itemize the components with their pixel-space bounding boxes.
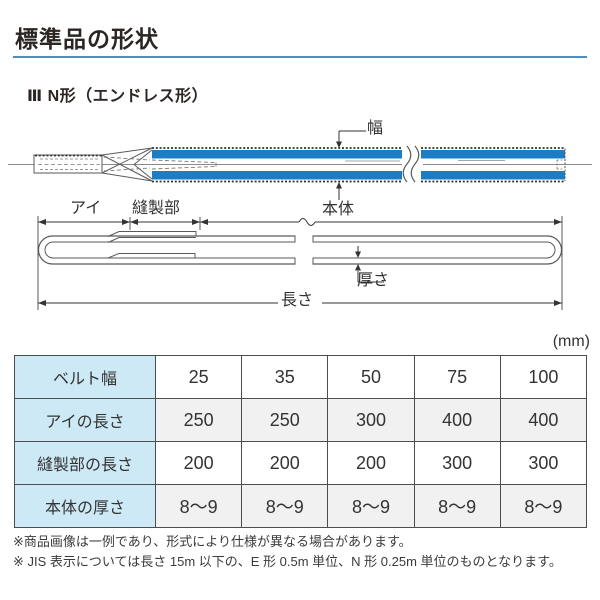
belt-side-view (37, 216, 563, 310)
table-row: 縫製部の長さ 200 200 200 300 300 (14, 441, 588, 485)
row-label-belt-width: ベルト幅 (14, 355, 156, 399)
row-label-eye-length: アイの長さ (14, 398, 156, 442)
break-symbol-top-view (402, 140, 423, 190)
table-unit-label: (mm) (552, 333, 590, 350)
eye-label: アイ (70, 200, 102, 217)
table-cell: 300 (499, 441, 588, 485)
table-cell: 200 (241, 441, 329, 485)
width-dimension (336, 130, 366, 200)
table-cell: 35 (241, 355, 329, 399)
table-row: 本体の厚さ 8～9 8～9 8～9 8～9 8～9 (14, 484, 588, 528)
table-cell: 300 (327, 398, 415, 442)
row-label-sewn-length: 縫製部の長さ (14, 441, 156, 485)
table-cell: 250 (241, 398, 329, 442)
table-cell: 50 (327, 355, 415, 399)
table-cell: 8～9 (327, 484, 415, 528)
footnote-product-image: ※商品画像は一例であり、形式により仕様が異なる場合があります。 (13, 534, 412, 549)
table-row: アイの長さ 250 250 300 400 400 (14, 398, 588, 442)
table-cell: 8～9 (413, 484, 501, 528)
table-cell: 8～9 (499, 484, 588, 528)
belt-top-view (8, 130, 592, 200)
table-cell: 25 (154, 355, 243, 399)
table-cell: 75 (413, 355, 501, 399)
top-dimension-line (38, 218, 562, 226)
table-cell: 8～9 (241, 484, 329, 528)
table-cell: 200 (154, 441, 243, 485)
table-cell: 400 (499, 398, 588, 442)
table-cell: 300 (413, 441, 501, 485)
width-label: 幅 (367, 120, 384, 137)
body-label: 本体 (322, 201, 355, 218)
table-cell: 8～9 (154, 484, 243, 528)
thickness-dimension (355, 246, 384, 283)
sewn-label: 縫製部 (132, 200, 181, 217)
thickness-label: 厚さ (357, 272, 390, 289)
section-subtitle: Ⅲ N形（エンドレス形） (27, 88, 209, 105)
table-cell: 250 (154, 398, 243, 442)
belt-segment-left (103, 147, 404, 183)
row-label-body-thickness: 本体の厚さ (14, 484, 156, 528)
spec-table: ベルト幅 25 35 50 75 100 アイの長さ 250 250 300 4… (14, 355, 588, 528)
length-label: 長さ (281, 292, 314, 309)
table-cell: 200 (327, 441, 415, 485)
table-cell: 100 (499, 355, 588, 399)
sewn-overlap (107, 231, 197, 259)
table-cell: 400 (413, 398, 501, 442)
length-dimension (38, 300, 562, 306)
page-title: 標準品の形状 (15, 26, 159, 52)
belt-sling-diagram (8, 130, 592, 310)
footnote-jis: ※ JIS 表示については長さ 15m 以下の、E 形 0.5m 単位、N 形 … (13, 554, 562, 569)
table-row: ベルト幅 25 35 50 75 100 (14, 355, 588, 399)
belt-segment-right (421, 147, 566, 183)
title-underline (13, 56, 587, 58)
break-symbol-side-view (294, 228, 314, 270)
